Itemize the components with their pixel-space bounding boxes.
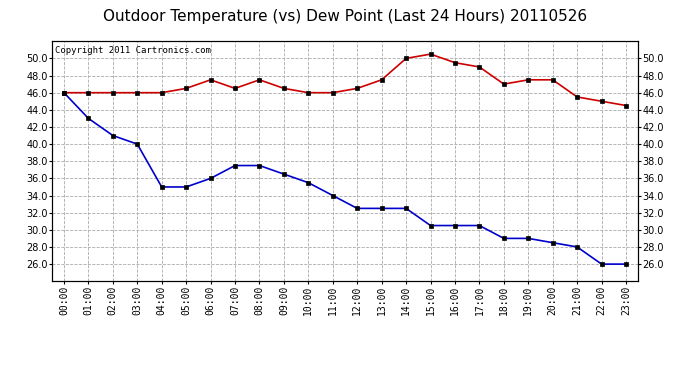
Text: Outdoor Temperature (vs) Dew Point (Last 24 Hours) 20110526: Outdoor Temperature (vs) Dew Point (Last… <box>103 9 587 24</box>
Text: Copyright 2011 Cartronics.com: Copyright 2011 Cartronics.com <box>55 46 210 55</box>
